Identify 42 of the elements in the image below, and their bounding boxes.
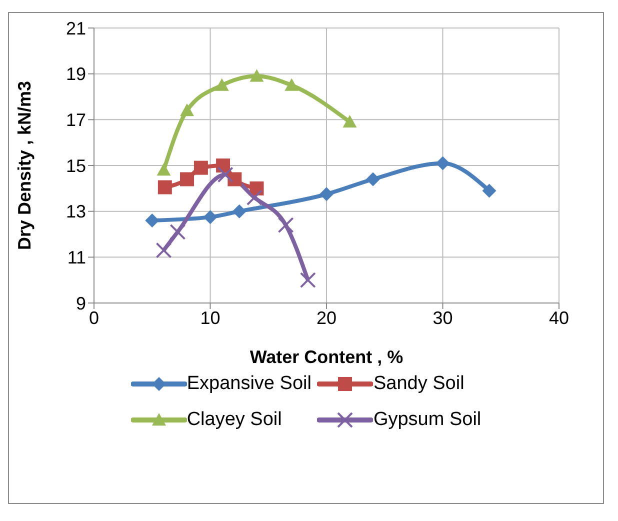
point xyxy=(246,190,262,206)
point xyxy=(158,180,172,194)
legend-label: Expansive Soil xyxy=(186,373,312,395)
point xyxy=(156,242,172,258)
point xyxy=(203,210,218,224)
point xyxy=(250,181,264,196)
point xyxy=(482,184,496,198)
y-tick-label: 19 xyxy=(66,64,86,84)
point xyxy=(436,156,450,170)
point xyxy=(232,204,246,218)
point xyxy=(194,160,208,175)
point xyxy=(342,114,357,128)
point xyxy=(156,163,171,176)
point xyxy=(250,69,264,82)
point xyxy=(180,172,194,186)
legend-label: Clayey Soil xyxy=(186,409,282,431)
legend-label: Sandy Soil xyxy=(373,373,464,395)
point xyxy=(180,104,194,116)
point xyxy=(284,78,299,91)
x-tick-label: 10 xyxy=(200,308,220,328)
point xyxy=(278,217,294,234)
point xyxy=(320,187,334,202)
y-tick-label: 21 xyxy=(66,18,86,38)
y-tick-label: 9 xyxy=(76,293,86,314)
x-tick-label: 40 xyxy=(548,308,570,328)
x-axis-title: Water Content , % xyxy=(250,347,404,367)
point xyxy=(300,272,316,288)
point xyxy=(214,78,229,91)
y-tick-label: 13 xyxy=(66,202,86,222)
x-tick-label: 0 xyxy=(88,308,100,328)
y-tick-label: 15 xyxy=(66,156,86,176)
x-tick-label: 20 xyxy=(316,308,337,328)
point xyxy=(170,224,186,240)
x-tick-label: 30 xyxy=(432,308,453,328)
y-axis-title: Dry Density , kN/m3 xyxy=(14,80,34,250)
y-tick-label: 17 xyxy=(66,110,86,130)
point xyxy=(217,166,234,183)
point xyxy=(228,172,242,186)
y-tick-label: 11 xyxy=(67,248,86,268)
point xyxy=(145,214,160,228)
legend-label: Gypsum Soil xyxy=(373,409,482,431)
point xyxy=(366,172,380,186)
